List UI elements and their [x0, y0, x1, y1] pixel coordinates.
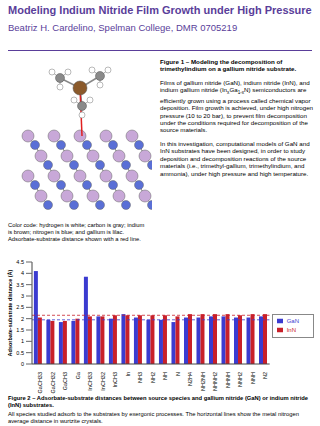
svg-text:GaCH32: GaCH32: [50, 372, 56, 393]
svg-text:NH2NH: NH2NH: [200, 372, 206, 391]
svg-text:NNH2: NNH2: [237, 372, 243, 387]
svg-text:NHNH2: NHNH2: [212, 372, 218, 391]
html-text:Films of gallium nitride (GaN): Films of gallium nitride (GaN), indium n…: [160, 78, 314, 134]
html-text:Figure 2 – Adsorbate-substrate: Figure 2 – Adsorbate-substrate distances…: [8, 395, 308, 408]
svg-text:0.5: 0.5: [16, 350, 24, 356]
svg-text:4: 4: [21, 270, 24, 276]
svg-text:N2: N2: [262, 372, 268, 379]
svg-text:NH: NH: [162, 372, 168, 380]
svg-text:InCH33: InCH33: [87, 372, 93, 391]
svg-text:GaCH33: GaCH33: [37, 372, 43, 393]
svg-text:InCH3: InCH3: [112, 372, 118, 388]
svg-text:1: 1: [21, 338, 24, 344]
html-text:Modeling Indium Nitride Film G: Modeling Indium Nitride Film Growth unde…: [8, 4, 312, 16]
html-text:GaN: GaN: [286, 318, 299, 324]
svg-text:InCH32: InCH32: [100, 372, 106, 391]
html-text:Figure 1 – Modeling the decomp: Figure 1 – Modeling the decomposition of…: [160, 58, 297, 73]
svg-text:3: 3: [21, 293, 24, 299]
svg-text:NH3: NH3: [137, 372, 143, 383]
svg-text:2: 2: [21, 316, 24, 322]
html-text:In this investigation, computa: In this investigation, computational mod…: [160, 139, 310, 177]
svg-text:GaCH3: GaCH3: [62, 372, 68, 390]
svg-text:NHNH: NHNH: [225, 372, 231, 388]
svg-text:NNH: NNH: [250, 372, 256, 384]
svg-text:4.5: 4.5: [16, 259, 24, 265]
html-text:InN: InN: [286, 327, 296, 333]
svg-text:1.5: 1.5: [16, 327, 24, 333]
svg-text:N2H4: N2H4: [187, 372, 193, 386]
svg-text:0: 0: [21, 361, 24, 367]
svg-text:3.5: 3.5: [16, 282, 24, 288]
svg-text:2.5: 2.5: [16, 304, 24, 310]
svg-text:NH2: NH2: [150, 372, 156, 383]
svg-text:In: In: [125, 372, 131, 377]
html-text:Beatriz H. Cardelino, Spelman: Beatriz H. Cardelino, Spelman College, D…: [8, 22, 238, 33]
svg-text:Adsorbate-substrate distance (: Adsorbate-substrate distance (Å): [8, 269, 13, 356]
svg-text:Ga: Ga: [75, 371, 81, 379]
html-text:All species studied adsorb to: All species studied adsorb to the substr…: [8, 410, 299, 424]
html-text:Color code: hydrogen is white;: Color code: hydrogen is white; carbon is…: [8, 222, 145, 242]
svg-text:N: N: [175, 372, 181, 376]
